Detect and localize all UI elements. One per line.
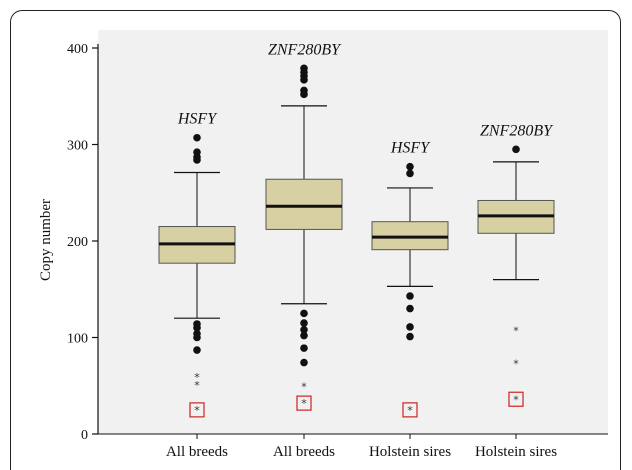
y-axis-label: Copy number: [38, 199, 54, 281]
outlier-point: [300, 359, 308, 367]
outlier-point: [512, 146, 520, 154]
extreme-point: *: [513, 325, 519, 338]
outlier-point: [300, 332, 308, 340]
y-tick-label: 200: [67, 235, 88, 250]
extreme-point: *: [513, 358, 519, 371]
y-tick-label: 100: [67, 332, 88, 347]
extreme-point: *: [301, 381, 307, 394]
outlier-point: [406, 333, 414, 341]
extreme-point: *: [407, 404, 413, 417]
outlier-point: [300, 76, 308, 84]
category-label: All breeds: [273, 444, 335, 460]
outlier-point: [300, 344, 308, 352]
outlier-point: [193, 346, 201, 354]
outlier-point: [193, 134, 201, 142]
outlier-point: [193, 156, 201, 164]
gene-label: ZNF280BY: [268, 41, 342, 58]
category-label: All breeds: [166, 444, 228, 460]
outlier-point: [406, 305, 414, 313]
category-label: Holstein sires: [475, 444, 557, 460]
outlier-point: [406, 163, 414, 171]
extreme-point: *: [194, 404, 200, 417]
y-tick-label: 300: [67, 139, 88, 154]
outlier-point: [406, 170, 414, 178]
gene-label: HSFY: [390, 140, 431, 157]
category-label: Holstein sires: [369, 444, 451, 460]
outlier-point: [406, 292, 414, 300]
outlier-point: [300, 310, 308, 318]
outlier-point: [193, 334, 201, 342]
outlier-point: [406, 323, 414, 331]
extreme-point: *: [513, 393, 519, 406]
extreme-point: *: [194, 379, 200, 392]
outlier-point: [300, 319, 308, 327]
outlier-point: [300, 91, 308, 99]
iqr-box: [266, 179, 342, 229]
box-plot-chart: Copy number 0 100 200 300 400 * * * HSFY All bre…: [0, 0, 632, 460]
y-tick-label: 400: [67, 42, 88, 57]
gene-label: ZNF280BY: [480, 122, 554, 139]
y-tick-label: 0: [81, 428, 88, 443]
y-ticks: 0 100 200 300 400: [67, 42, 98, 443]
extreme-point: *: [301, 397, 307, 410]
gene-label: HSFY: [177, 111, 218, 128]
